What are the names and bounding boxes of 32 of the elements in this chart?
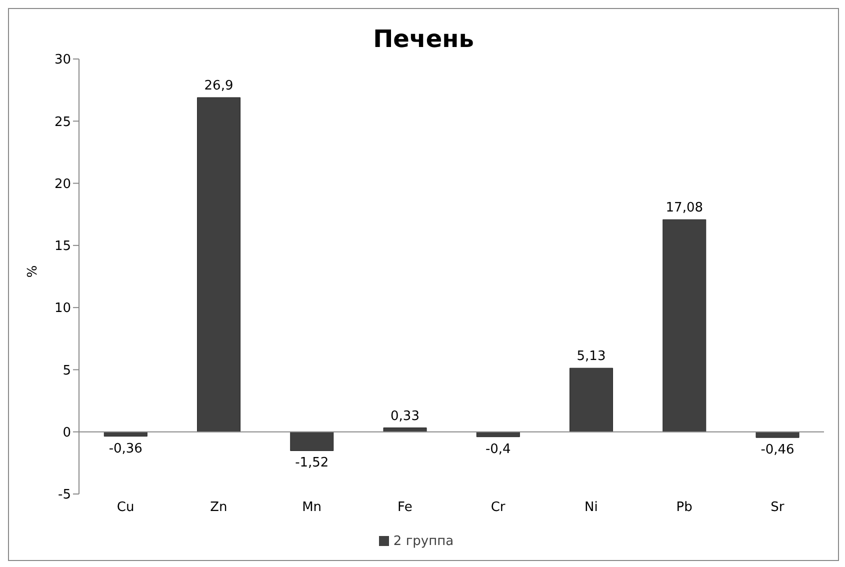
data-label: -0,46 [760, 442, 794, 458]
data-label: -0,4 [485, 442, 511, 457]
x-tick-label: Ni [584, 500, 598, 516]
bar [290, 432, 334, 451]
data-label: 0,33 [390, 408, 420, 424]
y-tick-label: 20 [54, 176, 71, 192]
data-label: 17,08 [666, 200, 704, 216]
y-tick-label: 25 [54, 114, 71, 130]
y-tick-label: 5 [62, 363, 71, 378]
y-tick-label: -5 [58, 488, 71, 503]
bar [197, 97, 241, 432]
x-tick-label: Sr [770, 500, 785, 516]
bar [570, 368, 614, 432]
y-tick-label: 10 [54, 301, 71, 316]
data-label: 26,9 [204, 78, 234, 94]
x-tick-label: Zn [210, 500, 228, 516]
data-label: -1,52 [295, 456, 329, 471]
data-label: 5,13 [576, 349, 606, 364]
bar [662, 219, 706, 432]
data-label: -0,36 [108, 441, 142, 456]
y-tick-label: 15 [54, 239, 71, 254]
y-tick-label: 0 [62, 425, 71, 440]
y-tick-label: 30 [54, 52, 71, 68]
x-tick-label: Cu [116, 500, 134, 516]
chart-title: Печень [372, 25, 475, 53]
x-tick-label: Mn [302, 500, 322, 516]
y-axis-title: % [26, 265, 41, 278]
bar [756, 432, 800, 438]
x-tick-label: Cr [490, 500, 506, 516]
x-tick-label: Fe [398, 500, 412, 516]
legend-label: 2 группа [393, 534, 454, 549]
x-tick-label: Pb [676, 500, 692, 516]
